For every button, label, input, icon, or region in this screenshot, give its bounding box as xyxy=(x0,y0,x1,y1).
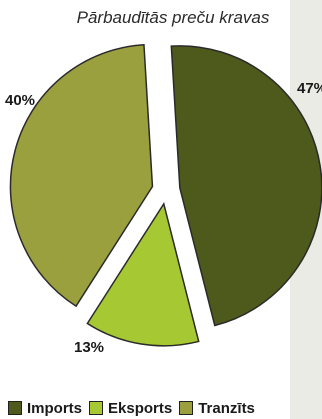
legend-item-imports: Imports xyxy=(8,400,82,417)
legend-swatch-eksports xyxy=(89,401,104,415)
slice-value-label-tranzits: 40% xyxy=(5,92,36,109)
legend-item-eksports: Eksports xyxy=(89,400,172,417)
pie-slices xyxy=(9,43,322,347)
legend-label-imports: Imports xyxy=(27,399,83,417)
legend-label-eksports: Eksports xyxy=(108,399,173,417)
chart-title: Pārbaudītās preču kravas xyxy=(76,8,270,27)
chart-legend: Imports Eksports Tranzīts xyxy=(8,398,262,418)
slice-value-label-eksports: 13% xyxy=(74,339,105,356)
pie-slice-tranzits xyxy=(9,43,154,308)
legend-swatch-imports xyxy=(8,401,22,415)
legend-item-tranzits: Tranzīts xyxy=(179,400,255,417)
pie-slice-imports xyxy=(170,45,322,327)
legend-swatch-tranzits xyxy=(179,401,194,415)
legend-label-tranzits: Tranzīts xyxy=(198,399,255,417)
pie-slice-eksports xyxy=(86,201,200,347)
slice-value-label-imports: 47% xyxy=(297,80,322,97)
